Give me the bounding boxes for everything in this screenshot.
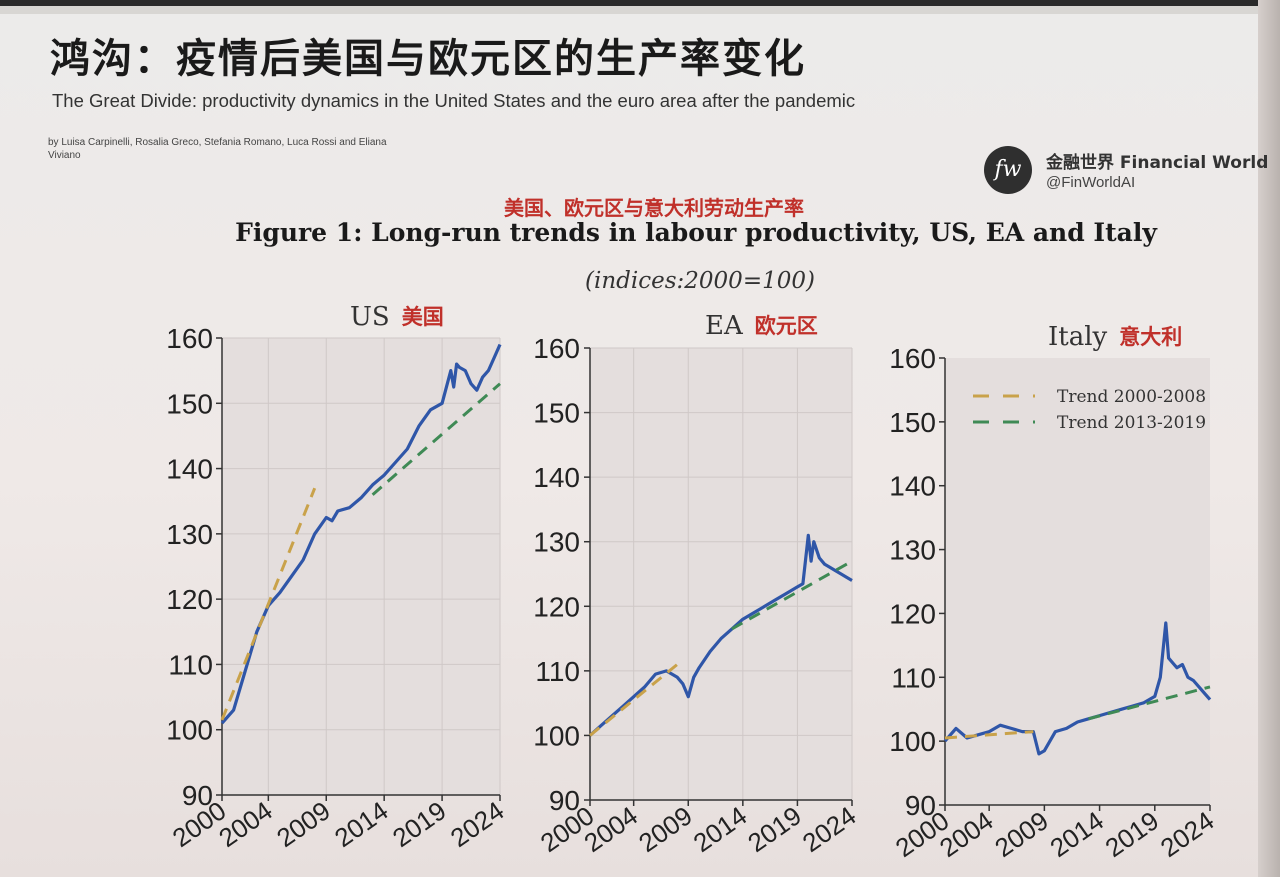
y-tick-label: 130 (533, 527, 580, 558)
panel-title: Italy (1048, 322, 1108, 352)
series-actual-line (588, 533, 853, 737)
figure-subtitle: (indices:2000=100) (585, 268, 815, 294)
brand-handle: @FinWorldAI (1046, 174, 1136, 191)
y-tick-label: 120 (533, 591, 580, 622)
series-trend-line (731, 559, 853, 631)
x-tick-label: 2009 (633, 800, 698, 858)
panel-title-cn: 意大利 (1119, 325, 1182, 349)
x-tick-label: 2019 (742, 800, 807, 858)
x-tick-label: 2024 (797, 800, 862, 858)
x-tick-label: 2014 (1044, 805, 1109, 863)
series-trend-line (371, 382, 501, 496)
y-tick-label: 110 (535, 656, 580, 687)
y-tick-label: 140 (166, 454, 213, 485)
x-tick-label: 2019 (387, 795, 452, 853)
y-tick-label: 140 (889, 471, 936, 502)
x-tick-label: 2014 (688, 800, 753, 858)
y-tick-label: 100 (889, 726, 936, 757)
y-tick-label: 140 (533, 462, 580, 493)
page-title-cn: 鸿沟：疫情后美国与欧元区的生产率变化 (50, 36, 806, 82)
x-tick-label: 2009 (989, 805, 1054, 863)
brand-name: 金融世界 Financial World (1046, 153, 1269, 173)
plot-area (590, 348, 852, 800)
y-tick-label: 90 (905, 790, 936, 821)
y-tick-label: 160 (889, 343, 936, 374)
panel-title: US (350, 302, 390, 332)
y-tick-label: 100 (533, 720, 580, 751)
authors-line: by Luisa Carpinelli, Rosalia Greco, Stef… (48, 137, 387, 161)
chart-legend: Trend 2000-2008 Trend 2013-2019 (973, 387, 1206, 433)
series-actual-line (220, 343, 502, 725)
x-tick-label: 2009 (271, 795, 336, 853)
page-top-edge (0, 0, 1280, 14)
series-actual-line (943, 621, 1212, 756)
page-right-edge (1258, 0, 1280, 877)
x-tick-label: 2014 (329, 795, 394, 853)
series-trend-line (220, 487, 317, 721)
y-tick-label: 120 (166, 584, 213, 615)
y-tick-label: 110 (168, 649, 213, 680)
y-tick-label: 160 (533, 333, 580, 364)
figure-title: Figure 1: Long-run trends in labour prod… (235, 218, 1157, 247)
y-tick-label: 130 (889, 535, 936, 566)
y-tick-label: 160 (166, 323, 213, 354)
plot-area (222, 338, 500, 795)
y-tick-label: 150 (533, 398, 580, 429)
y-tick-label: 150 (166, 388, 213, 419)
legend-label: Trend 2000-2008 (1057, 387, 1206, 407)
x-tick-label: 2024 (1155, 805, 1220, 863)
series-trend-line (1088, 685, 1211, 721)
page-title-en: The Great Divide: productivity dynamics … (52, 90, 856, 111)
x-tick-label: 2004 (934, 805, 999, 863)
panel-title-cn: 欧元区 (755, 314, 818, 338)
fw-logo-icon: fw (984, 146, 1032, 194)
series-trend-line (944, 730, 1034, 740)
y-tick-label: 120 (889, 598, 936, 629)
x-tick-label: 2004 (213, 795, 278, 853)
brand-logo-block: fw 金融世界 Financial World @FinWorldAI (984, 144, 1268, 196)
panel-title-cn: 美国 (402, 305, 444, 329)
y-tick-label: 100 (166, 715, 213, 746)
figure-title-cn: 美国、欧元区与意大利劳动生产率 (504, 196, 804, 220)
legend-label: Trend 2013-2019 (1057, 413, 1206, 433)
chart-panel-ea: 9010011012013014015016020002004200920142… (533, 311, 861, 858)
chart-panel-us: 9010011012013014015016020002004200920142… (166, 302, 509, 853)
panel-title: EA (705, 311, 744, 341)
y-tick-label: 130 (166, 519, 213, 550)
y-tick-label: 90 (549, 785, 580, 816)
chart-panel-italy: 9010011012013014015016020002004200920142… (889, 322, 1219, 863)
y-tick-label: 90 (182, 780, 213, 811)
y-tick-label: 110 (891, 662, 936, 693)
x-tick-label: 2019 (1100, 805, 1165, 863)
x-tick-label: 2024 (445, 795, 510, 853)
y-tick-label: 150 (889, 407, 936, 438)
